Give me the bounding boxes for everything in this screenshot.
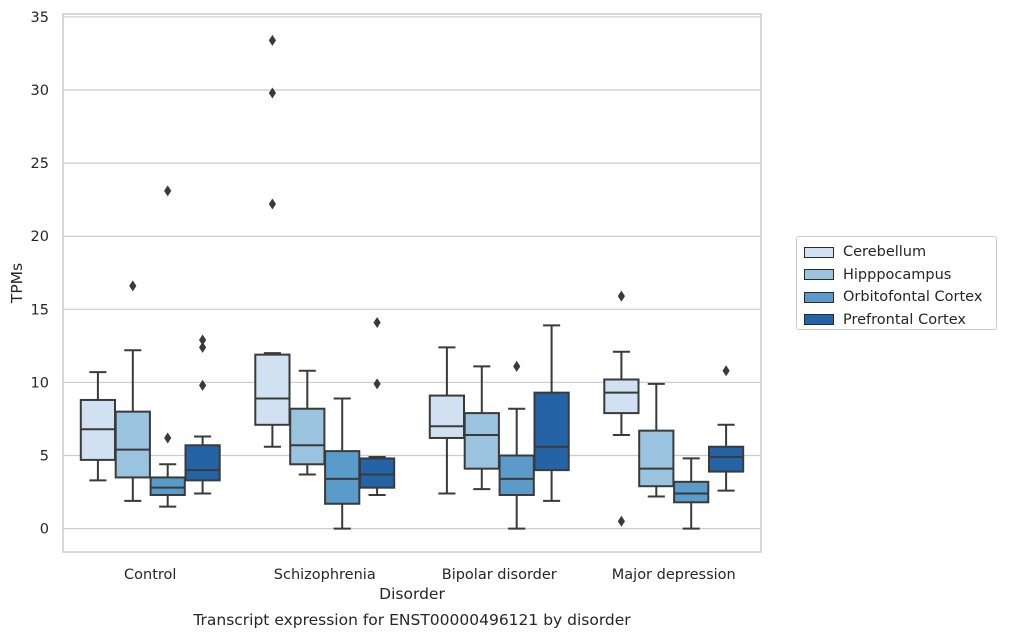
box xyxy=(149,476,186,496)
legend: Cerebellum Hipppocampus Orbitofontal Cor… xyxy=(796,236,997,330)
box-group xyxy=(114,280,151,502)
outlier-marker xyxy=(513,360,521,372)
box xyxy=(289,407,326,466)
legend-swatch xyxy=(804,314,834,326)
box xyxy=(638,429,675,488)
box xyxy=(463,412,500,470)
box xyxy=(673,480,710,504)
legend-item: Hipppocampus xyxy=(804,264,996,287)
outlier-marker xyxy=(164,432,172,444)
box-group xyxy=(673,457,710,530)
box xyxy=(358,457,396,489)
y-tick-label: 35 xyxy=(31,10,49,26)
y-tick-label: 20 xyxy=(31,229,49,245)
legend-swatch xyxy=(804,246,834,258)
y-tick-label: 5 xyxy=(40,449,49,465)
outlier-marker xyxy=(268,34,276,46)
outlier-marker xyxy=(199,334,207,346)
box-group xyxy=(254,34,291,448)
box-group xyxy=(428,346,466,495)
box xyxy=(498,454,535,496)
box-group xyxy=(638,382,675,498)
outlier-marker xyxy=(617,290,625,302)
y-tick-label: 15 xyxy=(31,302,49,318)
box-group xyxy=(358,316,396,496)
box-group xyxy=(149,185,186,508)
box-group xyxy=(707,365,745,492)
plot-area-frame xyxy=(62,13,762,553)
legend-item: Orbitofontal Cortex xyxy=(804,286,996,309)
y-tick-label: 10 xyxy=(31,375,49,391)
box-group xyxy=(79,371,117,482)
outlier-marker xyxy=(373,316,381,328)
box xyxy=(114,410,151,479)
x-axis-label: Disorder xyxy=(379,585,445,603)
box xyxy=(254,353,291,426)
legend-label: Orbitofontal Cortex xyxy=(843,289,983,306)
outlier-marker xyxy=(129,280,137,292)
chart-caption: Transcript expression for ENST0000049612… xyxy=(193,611,631,629)
x-tick-label: Bipolar disorder xyxy=(442,567,557,583)
box xyxy=(184,444,221,482)
y-tick-label: 25 xyxy=(31,156,49,172)
y-tick-label: 0 xyxy=(40,522,49,538)
y-tick-label: 30 xyxy=(31,83,49,99)
outlier-marker xyxy=(373,378,381,390)
box-group xyxy=(533,324,570,502)
x-tick-label: Control xyxy=(124,567,176,583)
y-axis-label: TPMs xyxy=(8,263,26,304)
outlier-marker xyxy=(164,185,172,197)
box-group xyxy=(289,369,326,476)
box xyxy=(324,450,361,505)
box xyxy=(533,391,570,472)
box xyxy=(707,445,745,473)
outlier-marker xyxy=(268,87,276,99)
legend-label: Hipppocampus xyxy=(843,266,952,283)
legend-label: Prefrontal Cortex xyxy=(843,311,966,328)
box-group xyxy=(463,365,500,491)
legend-item: Cerebellum xyxy=(804,241,996,264)
outlier-marker xyxy=(199,379,207,391)
box xyxy=(428,394,466,439)
box-group xyxy=(498,360,535,530)
legend-item: Prefrontal Cortex xyxy=(804,309,996,332)
outlier-marker xyxy=(617,515,625,527)
x-tick-label: Major depression xyxy=(612,567,736,583)
legend-label: Cerebellum xyxy=(843,244,927,261)
box-group xyxy=(184,334,221,495)
outlier-marker xyxy=(722,365,730,377)
outlier-marker xyxy=(268,198,276,210)
x-tick-label: Schizophrenia xyxy=(274,567,376,583)
legend-swatch xyxy=(804,291,834,303)
box xyxy=(603,378,640,415)
box-group xyxy=(603,290,640,527)
outlier-marker xyxy=(199,341,207,353)
box-group xyxy=(324,397,361,530)
legend-swatch xyxy=(804,269,834,281)
